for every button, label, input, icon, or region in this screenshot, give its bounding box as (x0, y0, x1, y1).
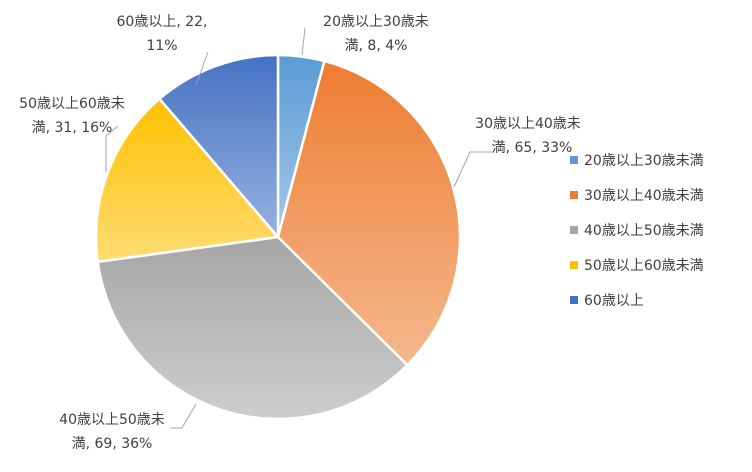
leader-line-s20 (301, 27, 306, 56)
data-label-s50-line1: 50歳以上60歳未 (19, 96, 125, 112)
legend-swatch-s30 (570, 191, 578, 199)
leader-lines (105, 27, 492, 429)
legend: 20歳以上30歳未満 30歳以上40歳未満 40歳以上50歳未満 50歳以上60歳未満… (570, 153, 704, 309)
pie-slices (94, 53, 462, 421)
data-label-s60-line2: 11% (146, 38, 177, 54)
legend-swatch-s20 (570, 156, 578, 164)
legend-label-s50: 50歳以上60歳未満 (584, 258, 704, 274)
legend-label-s40: 40歳以上50歳未満 (584, 223, 704, 239)
leader-line-s40 (170, 403, 197, 429)
data-labels: 20歳以上30歳未満, 8, 4% 30歳以上40歳未満, 65, 33% 40歳以… (19, 14, 581, 452)
legend-swatch-s60 (570, 296, 578, 304)
legend-label-s20: 20歳以上30歳未満 (584, 153, 704, 169)
data-label-s40-line1: 40歳以上50歳未 (59, 412, 165, 428)
data-label-s20-line2: 満, 8, 4% (345, 38, 408, 54)
pie-slice-s50 (94, 97, 281, 264)
pie-slice-s30 (276, 59, 462, 367)
legend-swatch-s50 (570, 261, 578, 269)
leader-line-s60 (195, 51, 209, 86)
data-label-s30-line2: 満, 65, 33% (492, 140, 573, 156)
leader-line-s30 (453, 151, 492, 188)
legend-label-s60: 60歳以上 (584, 293, 644, 309)
data-label-s60-line1: 60歳以上, 22, (117, 14, 208, 30)
pie-slice-s40 (96, 235, 409, 421)
data-label-s50-line2: 満, 31, 16% (32, 120, 113, 136)
data-label-s30-line1: 30歳以上40歳未 (475, 116, 581, 132)
legend-label-s30: 30歳以上40歳未満 (584, 188, 704, 204)
leader-line-s50 (105, 125, 119, 172)
pie-slice-s60 (157, 53, 280, 241)
legend-swatch-s40 (570, 226, 578, 234)
data-label-s40-line2: 満, 69, 36% (72, 436, 153, 452)
data-label-s20-line1: 20歳以上30歳未 (323, 14, 429, 30)
